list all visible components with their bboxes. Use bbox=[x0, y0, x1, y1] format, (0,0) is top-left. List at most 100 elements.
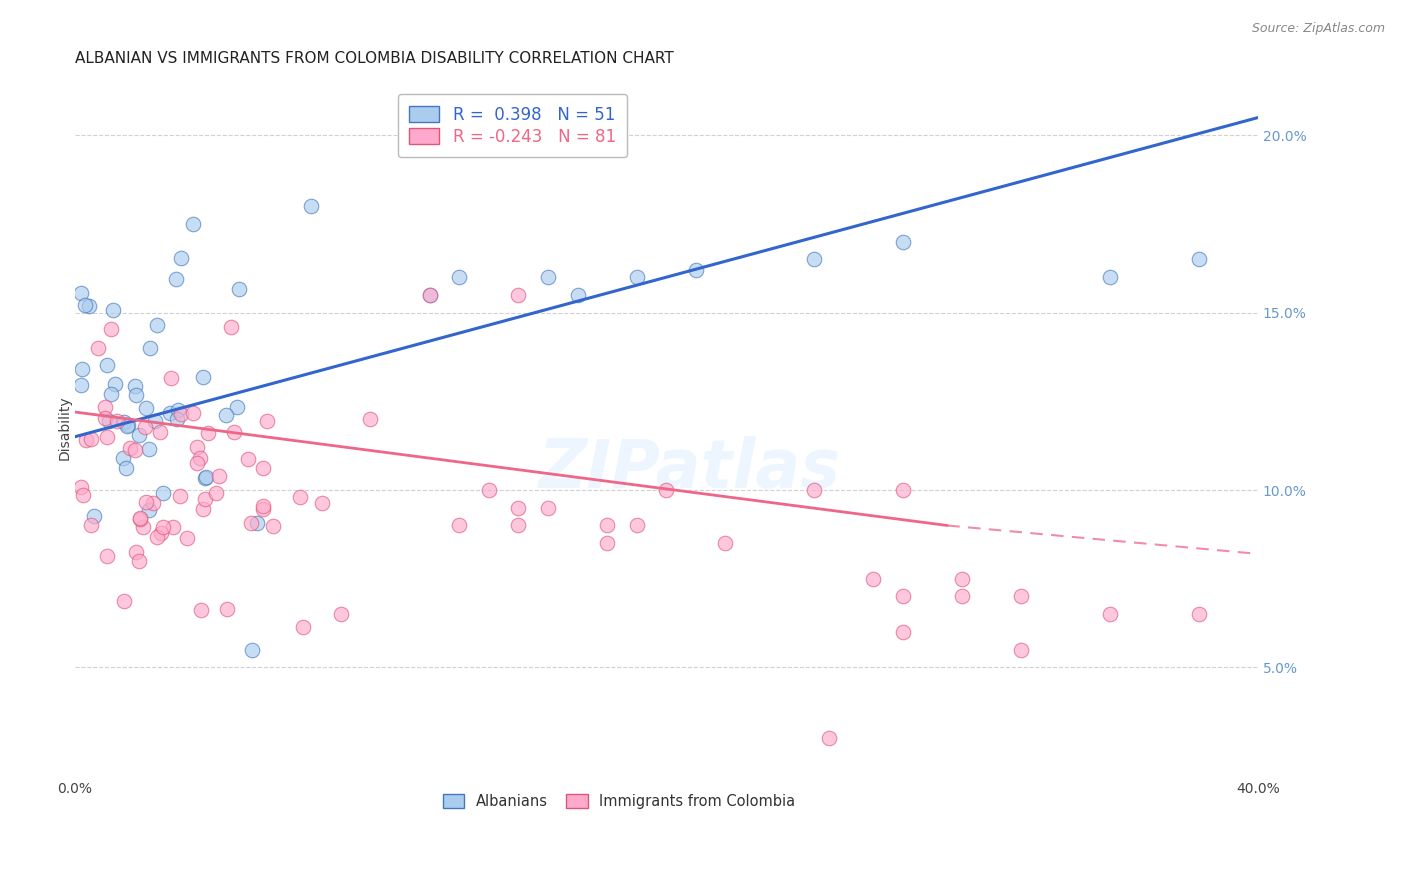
Point bbox=[803, 252, 825, 267]
Point bbox=[117, 417, 139, 432]
Point bbox=[118, 441, 141, 455]
Point bbox=[208, 469, 231, 483]
Point bbox=[167, 402, 190, 417]
Point bbox=[170, 408, 193, 422]
Point bbox=[124, 442, 146, 457]
Point bbox=[478, 483, 501, 497]
Point bbox=[1098, 607, 1121, 622]
Y-axis label: Disability: Disability bbox=[58, 396, 72, 460]
Point bbox=[125, 545, 148, 559]
Point bbox=[950, 572, 973, 586]
Point bbox=[311, 496, 333, 510]
Point bbox=[891, 590, 914, 604]
Point bbox=[107, 414, 129, 428]
Legend: Albanians, Immigrants from Colombia: Albanians, Immigrants from Colombia bbox=[437, 789, 801, 815]
Point bbox=[803, 483, 825, 497]
Point bbox=[112, 416, 135, 430]
Point bbox=[419, 288, 441, 302]
Point bbox=[188, 450, 211, 465]
Point bbox=[166, 412, 188, 426]
Point bbox=[103, 302, 125, 317]
Point bbox=[128, 427, 150, 442]
Point bbox=[193, 470, 215, 484]
Text: ALBANIAN VS IMMIGRANTS FROM COLOMBIA DISABILITY CORRELATION CHART: ALBANIAN VS IMMIGRANTS FROM COLOMBIA DIS… bbox=[75, 51, 673, 66]
Point bbox=[508, 288, 530, 302]
Point bbox=[685, 263, 707, 277]
Point bbox=[191, 370, 214, 384]
Point bbox=[138, 442, 160, 457]
Point bbox=[186, 440, 208, 454]
Point bbox=[96, 358, 118, 372]
Point bbox=[104, 377, 127, 392]
Point bbox=[1188, 607, 1211, 622]
Point bbox=[246, 516, 269, 530]
Point bbox=[87, 341, 110, 355]
Point bbox=[891, 624, 914, 639]
Point bbox=[125, 388, 148, 402]
Point bbox=[70, 362, 93, 376]
Point bbox=[96, 430, 118, 444]
Point bbox=[128, 554, 150, 568]
Point bbox=[138, 503, 160, 517]
Point bbox=[891, 235, 914, 249]
Point bbox=[891, 483, 914, 497]
Point bbox=[75, 433, 97, 447]
Point bbox=[69, 285, 91, 300]
Point bbox=[152, 486, 174, 500]
Point bbox=[236, 452, 259, 467]
Point bbox=[73, 298, 96, 312]
Point bbox=[100, 322, 122, 336]
Point bbox=[94, 400, 117, 414]
Point bbox=[449, 518, 471, 533]
Point bbox=[169, 251, 191, 265]
Point bbox=[197, 426, 219, 441]
Point bbox=[94, 411, 117, 425]
Point bbox=[290, 490, 312, 504]
Point bbox=[252, 461, 274, 475]
Point bbox=[1010, 590, 1032, 604]
Point bbox=[449, 270, 471, 285]
Point bbox=[252, 501, 274, 516]
Point bbox=[537, 500, 560, 515]
Point bbox=[96, 549, 118, 564]
Point bbox=[142, 496, 165, 510]
Point bbox=[862, 572, 884, 586]
Point bbox=[596, 536, 619, 550]
Point bbox=[72, 488, 94, 502]
Point bbox=[508, 500, 530, 515]
Point bbox=[219, 319, 242, 334]
Point bbox=[596, 518, 619, 533]
Point bbox=[360, 412, 382, 426]
Point bbox=[181, 406, 204, 420]
Point bbox=[950, 590, 973, 604]
Point bbox=[240, 642, 263, 657]
Point bbox=[655, 483, 678, 497]
Point bbox=[228, 282, 250, 296]
Point bbox=[128, 511, 150, 525]
Point bbox=[98, 413, 121, 427]
Point bbox=[205, 486, 228, 500]
Point bbox=[79, 432, 101, 446]
Point bbox=[134, 420, 156, 434]
Point bbox=[217, 601, 239, 615]
Point bbox=[80, 518, 103, 533]
Point bbox=[818, 731, 841, 746]
Point bbox=[714, 536, 737, 550]
Point bbox=[149, 425, 172, 440]
Point bbox=[129, 512, 152, 526]
Point bbox=[181, 217, 204, 231]
Point bbox=[252, 500, 274, 514]
Point bbox=[186, 456, 208, 470]
Point bbox=[83, 509, 105, 524]
Point bbox=[1098, 270, 1121, 285]
Point bbox=[194, 469, 217, 483]
Point bbox=[77, 299, 100, 313]
Point bbox=[115, 418, 138, 433]
Point bbox=[567, 288, 589, 302]
Point bbox=[508, 518, 530, 533]
Point bbox=[150, 525, 173, 540]
Point bbox=[112, 594, 135, 608]
Point bbox=[222, 425, 245, 440]
Point bbox=[191, 502, 214, 516]
Text: ZIPatlas: ZIPatlas bbox=[538, 436, 841, 502]
